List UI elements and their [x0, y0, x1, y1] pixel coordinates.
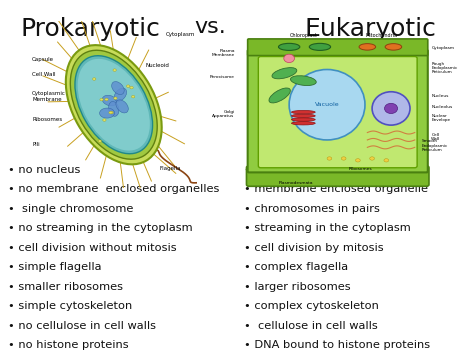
Ellipse shape [272, 68, 297, 79]
Text: Prokaryotic: Prokaryotic [20, 17, 160, 41]
Text: • smaller ribosomes: • smaller ribosomes [8, 282, 123, 292]
Ellipse shape [372, 92, 410, 125]
Ellipse shape [385, 44, 402, 50]
Text: • complex flagella: • complex flagella [244, 262, 348, 272]
Text: Capsule: Capsule [32, 58, 54, 62]
Text: Cell Wall: Cell Wall [32, 71, 55, 77]
Ellipse shape [370, 157, 374, 160]
Text: • DNA bound to histone proteins: • DNA bound to histone proteins [244, 340, 430, 350]
FancyBboxPatch shape [247, 39, 428, 56]
Ellipse shape [384, 103, 398, 114]
Text: • no histone proteins: • no histone proteins [8, 340, 128, 350]
Text: Mitochondria: Mitochondria [365, 33, 398, 38]
Text: • cell division by mitosis: • cell division by mitosis [244, 243, 383, 253]
Text: • larger ribosomes: • larger ribosomes [244, 282, 351, 292]
Text: Cell
Wall: Cell Wall [431, 133, 441, 141]
Ellipse shape [384, 159, 389, 162]
Text: • streaming in the cytoplasm: • streaming in the cytoplasm [244, 223, 411, 233]
FancyBboxPatch shape [246, 166, 429, 186]
Text: •  single chromosome: • single chromosome [8, 204, 133, 214]
Text: Vacuole: Vacuole [315, 102, 339, 107]
Text: Peroxisome: Peroxisome [210, 75, 235, 79]
Ellipse shape [114, 97, 117, 99]
Ellipse shape [113, 69, 116, 71]
Ellipse shape [78, 59, 150, 151]
Ellipse shape [359, 44, 375, 50]
Ellipse shape [292, 114, 315, 118]
Text: Nucleolus: Nucleolus [431, 105, 453, 109]
Text: Cytoplasm: Cytoplasm [165, 32, 195, 37]
Text: Plasmodesmata: Plasmodesmata [279, 181, 313, 185]
Text: • simple cytoskeleton: • simple cytoskeleton [8, 301, 132, 311]
Text: • no nucleus: • no nucleus [8, 165, 81, 175]
Ellipse shape [127, 85, 130, 87]
Text: • chromosomes in pairs: • chromosomes in pairs [244, 204, 380, 214]
Text: • no streaming in the cytoplasm: • no streaming in the cytoplasm [8, 223, 192, 233]
Text: Cytoplasmic
Membrane: Cytoplasmic Membrane [32, 91, 66, 102]
Text: • cell division without mitosis: • cell division without mitosis [8, 243, 177, 253]
Text: Pili: Pili [32, 142, 40, 147]
Text: •  cellulose in cell walls: • cellulose in cell walls [244, 321, 378, 331]
Ellipse shape [75, 56, 153, 154]
Ellipse shape [278, 43, 300, 50]
Ellipse shape [292, 118, 315, 121]
Ellipse shape [292, 122, 315, 125]
Ellipse shape [131, 95, 135, 98]
Text: • no cellulose in cell walls: • no cellulose in cell walls [8, 321, 156, 331]
FancyBboxPatch shape [258, 56, 417, 168]
Ellipse shape [92, 78, 96, 80]
Ellipse shape [105, 98, 108, 101]
Ellipse shape [100, 108, 115, 118]
Text: Rough
Endoplasmic
Reticulum: Rough Endoplasmic Reticulum [431, 62, 457, 74]
Ellipse shape [109, 111, 112, 114]
Text: Cytoplasm: Cytoplasm [431, 46, 455, 50]
Ellipse shape [110, 111, 113, 114]
Ellipse shape [100, 98, 103, 101]
Ellipse shape [327, 157, 332, 160]
Text: Nuclear
Envelope: Nuclear Envelope [431, 114, 450, 122]
Text: Nucleus: Nucleus [431, 94, 449, 98]
Ellipse shape [341, 157, 346, 160]
Text: Plasma
Membrane: Plasma Membrane [211, 49, 235, 57]
Ellipse shape [102, 95, 117, 106]
Text: Flagella: Flagella [160, 166, 181, 171]
Ellipse shape [291, 76, 316, 86]
Text: Ribosomes: Ribosomes [32, 118, 62, 122]
Ellipse shape [70, 50, 157, 159]
Ellipse shape [66, 45, 162, 164]
Ellipse shape [130, 86, 133, 89]
Text: •  nucleus: • nucleus [244, 165, 302, 175]
Ellipse shape [289, 70, 365, 140]
Text: vs.: vs. [194, 17, 226, 37]
Ellipse shape [116, 100, 128, 113]
Ellipse shape [284, 54, 294, 62]
Ellipse shape [114, 88, 127, 101]
Text: Nucleoid: Nucleoid [146, 63, 169, 68]
Ellipse shape [309, 43, 331, 50]
Text: • membrane enclosed organelle: • membrane enclosed organelle [244, 185, 428, 195]
Ellipse shape [112, 82, 124, 94]
Text: Smooth
Endoplasmic
Reticulum: Smooth Endoplasmic Reticulum [422, 140, 448, 152]
Text: Eukaryotic: Eukaryotic [304, 17, 436, 41]
FancyBboxPatch shape [247, 50, 428, 173]
Text: Chloroplast: Chloroplast [290, 33, 317, 38]
Text: • simple flagella: • simple flagella [8, 262, 101, 272]
Text: • no membrane  enclosed organelles: • no membrane enclosed organelles [8, 185, 219, 195]
Ellipse shape [269, 88, 291, 103]
Ellipse shape [356, 159, 360, 162]
Text: Golgi
Apparatus: Golgi Apparatus [212, 110, 235, 118]
Text: • complex cytoskeleton: • complex cytoskeleton [244, 301, 379, 311]
Ellipse shape [292, 110, 315, 114]
Ellipse shape [103, 119, 106, 121]
Text: Ribosomes: Ribosomes [348, 166, 372, 171]
Ellipse shape [98, 140, 101, 142]
Ellipse shape [109, 102, 119, 116]
